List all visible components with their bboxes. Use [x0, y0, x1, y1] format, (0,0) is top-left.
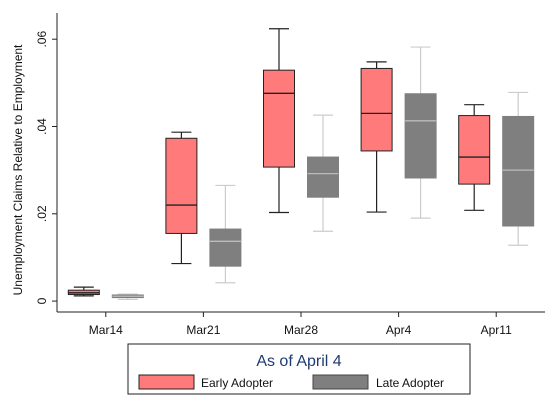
y-tick-label: .02	[35, 205, 49, 222]
legend-box	[127, 343, 471, 395]
legend: As of April 4 Early Adopter Late Adopter	[127, 343, 471, 395]
legend-swatch-late-adopter	[312, 374, 369, 390]
y-tick-label: .04	[35, 118, 49, 135]
early-adopter-box	[360, 67, 393, 152]
early-adopter-box	[263, 69, 295, 168]
plot-area: 0 .02 .04 .06 Mar14 Mar21 Mar28 Apr4 Apr11	[35, 13, 545, 337]
early-adopter-box	[458, 115, 491, 185]
x-tick-label: Apr11	[481, 323, 512, 337]
legend-label-early-adopter: Early Adopter	[201, 376, 273, 390]
late-adopter-box	[404, 93, 437, 179]
early-adopter-box	[165, 137, 198, 234]
x-tick-label: Mar28	[284, 323, 318, 337]
legend-title: As of April 4	[256, 353, 341, 370]
y-axis-label: Unemployment Claims Relative to Employme…	[11, 44, 25, 295]
legend-swatch-early-adopter	[138, 374, 195, 390]
late-adopter-box	[209, 228, 242, 267]
y-tick-label: 0	[35, 297, 49, 304]
late-adopter-box	[502, 115, 535, 227]
late-adopter-box	[307, 156, 339, 198]
x-tick-label: Mar14	[89, 323, 123, 337]
y-tick-label: .06	[35, 31, 49, 48]
legend-label-late-adopter: Late Adopter	[376, 376, 444, 390]
x-tick-label: Apr4	[386, 323, 412, 337]
x-tick-label: Mar21	[186, 323, 220, 337]
